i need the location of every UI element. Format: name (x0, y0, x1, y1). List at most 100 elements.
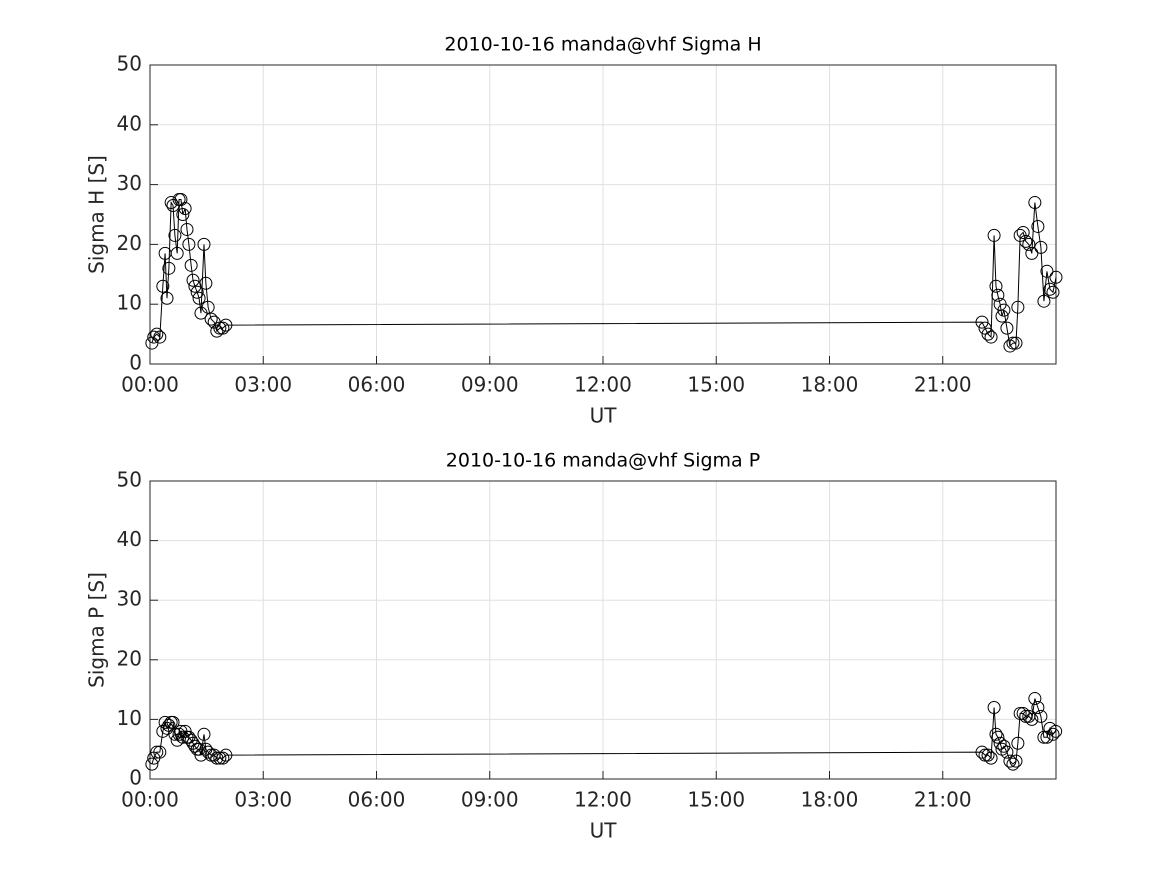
data-point (160, 291, 174, 305)
y-axis-label: Sigma P [S] (85, 572, 109, 688)
data-point (1037, 294, 1051, 308)
axes-box (149, 480, 1057, 780)
data-point (987, 228, 1001, 242)
y-tick-label: 50 (117, 52, 142, 76)
y-tick-label: 20 (117, 646, 142, 670)
data-point (201, 745, 215, 759)
data-point (1003, 754, 1017, 768)
x-tick-label: 12:00 (574, 788, 632, 812)
data-point (1009, 336, 1023, 350)
data-point (991, 730, 1005, 744)
data-point (192, 742, 206, 756)
data-point (210, 324, 224, 338)
y-tick-label: 30 (117, 171, 142, 195)
data-point (1043, 282, 1057, 296)
data-point (145, 757, 159, 771)
data-point (158, 715, 172, 729)
data-point (170, 246, 184, 260)
data-point (1046, 285, 1060, 299)
data-point (216, 321, 230, 335)
data-point (197, 727, 211, 741)
data-point (975, 315, 989, 329)
data-point (981, 327, 995, 341)
data-point (1011, 300, 1025, 314)
data-point (984, 330, 998, 344)
data-point (987, 700, 1001, 714)
y-axis-label: Sigma H [S] (85, 155, 109, 274)
data-point (995, 309, 1009, 323)
data-point (1019, 234, 1033, 248)
data-point (204, 312, 218, 326)
data-point (192, 291, 206, 305)
data-point (1031, 219, 1045, 233)
data-point (984, 751, 998, 765)
y-tick-label: 10 (117, 291, 142, 315)
data-point (156, 279, 170, 293)
data-point (153, 330, 167, 344)
data-point (1000, 745, 1014, 759)
data-point (210, 751, 224, 765)
data-point (1025, 712, 1039, 726)
data-point (182, 237, 196, 251)
x-tick-label: 06:00 (348, 788, 406, 812)
data-point (1028, 692, 1042, 706)
data-point (176, 208, 190, 221)
chart-title: 2010-10-16 manda@vhf Sigma H (444, 34, 761, 56)
data-point (997, 303, 1011, 317)
data-point (174, 193, 188, 207)
data-point (1049, 724, 1063, 738)
x-tick-label: 21:00 (914, 373, 972, 397)
data-point (162, 718, 176, 732)
chart-title: 2010-10-16 manda@vhf Sigma P (446, 450, 760, 472)
data-point (180, 222, 194, 236)
axes-box (149, 64, 1057, 365)
x-tick-label: 03:00 (234, 788, 292, 812)
data-point (147, 330, 161, 344)
data-point (1025, 246, 1039, 260)
x-tick-label: 12:00 (574, 373, 632, 397)
x-tick-label: 09:00 (461, 788, 519, 812)
x-tick-label: 15:00 (687, 788, 745, 812)
x-axis-label: UT (590, 819, 618, 843)
data-point (184, 258, 198, 272)
data-point (1016, 225, 1030, 239)
data-point (150, 745, 164, 759)
data-point (219, 748, 233, 762)
data-line (151, 199, 1057, 348)
data-point (190, 285, 204, 299)
data-point (153, 745, 167, 759)
data-point (993, 736, 1007, 750)
data-point (164, 196, 178, 210)
data-point (978, 748, 992, 762)
x-tick-label: 09:00 (461, 373, 519, 397)
data-point (1049, 270, 1063, 284)
y-tick-label: 40 (117, 111, 142, 135)
data-point (978, 321, 992, 335)
subplot: 00:00 03:00 06:00 09:00 12:00 15:00 18:00 21:00… (85, 34, 1063, 428)
data-point (176, 730, 190, 744)
data-point (1006, 336, 1020, 350)
y-tick-label: 30 (117, 587, 142, 611)
data-point (1034, 240, 1048, 254)
data-point (197, 237, 211, 251)
data-point (989, 279, 1003, 293)
data-point (162, 261, 176, 275)
data-point (216, 751, 230, 765)
data-point (1034, 709, 1048, 723)
data-point (1003, 339, 1017, 353)
data-point (168, 727, 182, 741)
x-axis-label: UT (590, 404, 618, 428)
data-point (991, 288, 1005, 302)
data-point (201, 300, 215, 314)
x-tick-label: 06:00 (348, 373, 406, 397)
data-point (1046, 727, 1060, 741)
x-tick-label: 00:00 (121, 788, 179, 812)
data-point (1009, 754, 1023, 768)
data-point (178, 202, 192, 216)
x-tick-label: 18:00 (801, 788, 859, 812)
y-tick-label: 0 (129, 766, 142, 790)
data-point (989, 727, 1003, 741)
data-point (213, 751, 227, 765)
y-tick-label: 0 (129, 351, 142, 375)
